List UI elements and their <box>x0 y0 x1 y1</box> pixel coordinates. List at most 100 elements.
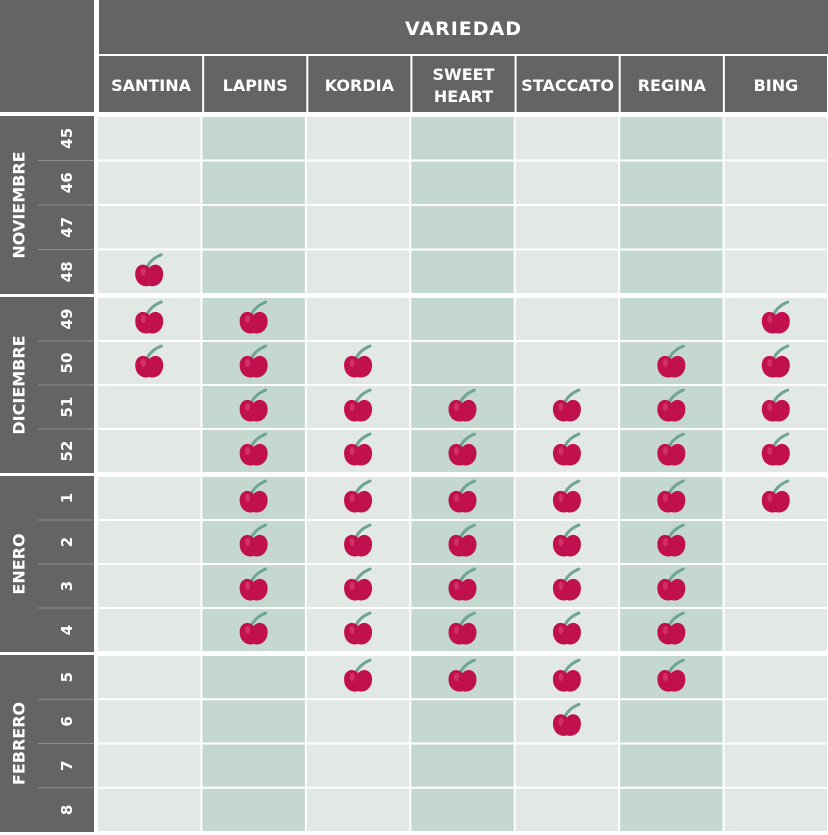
cherry-highlight <box>662 494 668 502</box>
grid-cell <box>724 250 827 293</box>
cherry-highlight <box>558 717 564 726</box>
cherry-body <box>135 264 164 287</box>
cherry-icon <box>657 523 686 557</box>
cherry-highlight <box>245 582 251 590</box>
cherry-stem <box>667 432 685 448</box>
month-label: FEBRERO <box>10 702 29 785</box>
cherry-highlight <box>140 359 146 367</box>
cherry-stem <box>354 658 372 674</box>
grid-cell <box>411 342 514 384</box>
cherry-stem <box>563 388 581 404</box>
cherry-icon <box>657 432 686 466</box>
cherry-icon <box>135 253 164 287</box>
cherry-highlight <box>662 359 668 367</box>
grid-cell <box>98 117 201 160</box>
header-variedad <box>99 0 828 54</box>
cherry-icon <box>552 432 581 466</box>
cherry-highlight <box>558 582 564 590</box>
month-label: NOVIEMBRE <box>10 151 29 258</box>
grid-cell <box>620 744 723 787</box>
cherry-body <box>448 534 477 557</box>
grid-cell <box>202 656 305 699</box>
cherry-body <box>344 443 373 466</box>
grid-cell <box>724 117 827 160</box>
cherry-stem <box>563 567 581 583</box>
cherry-highlight <box>349 494 355 502</box>
cherry-icon <box>552 479 581 513</box>
grid-cell <box>724 700 827 743</box>
week-label: 6 <box>58 716 76 726</box>
grid-cell <box>515 161 619 204</box>
cherry-highlight <box>349 359 355 367</box>
cherry-body <box>239 622 268 645</box>
cherry-body <box>552 578 581 601</box>
cherry-highlight <box>454 582 459 590</box>
grid-cell <box>306 700 410 743</box>
cherry-stem <box>459 567 476 583</box>
cherry-body <box>344 622 373 645</box>
cherry-stem <box>772 388 790 404</box>
cherry-body <box>344 399 373 422</box>
cherry-stem <box>459 432 476 448</box>
cherry-stem <box>772 300 790 316</box>
cherry-highlight <box>662 626 668 634</box>
cherry-highlight <box>454 447 459 455</box>
grid-cell <box>724 521 827 563</box>
grid-cell <box>411 700 514 743</box>
variety-header-label: SANTINA <box>111 76 192 95</box>
cherry-highlight <box>558 538 564 546</box>
cherry-body <box>448 399 477 422</box>
cherry-highlight <box>558 626 564 634</box>
cherry-body <box>344 578 373 601</box>
variety-header-cell <box>412 56 515 112</box>
grid-cell <box>202 250 305 293</box>
grid-cell <box>98 521 201 563</box>
cherry-body <box>135 311 164 334</box>
cherry-icon <box>239 567 268 601</box>
cherry-highlight <box>245 315 251 323</box>
grid-cell <box>411 298 514 340</box>
cherry-highlight <box>349 538 355 546</box>
cherry-icon <box>448 388 477 422</box>
cherry-icon <box>448 523 477 557</box>
cherry-body <box>657 399 686 422</box>
grid-cell <box>98 609 201 651</box>
header-variedad-label: VARIEDAD <box>405 18 522 40</box>
cherry-stem <box>772 344 790 360</box>
cherry-highlight <box>767 494 773 502</box>
grid-cell <box>306 206 410 249</box>
cherry-highlight <box>558 673 564 682</box>
cherry-highlight <box>767 447 773 455</box>
cherry-icon <box>552 567 581 601</box>
cherry-icon <box>239 388 268 422</box>
grid-cell <box>620 700 723 743</box>
cherry-stem <box>354 567 372 583</box>
grid-cell <box>98 565 201 607</box>
grid-cell <box>202 744 305 787</box>
variety-header-label: KORDIA <box>325 76 395 95</box>
grid-cell <box>411 161 514 204</box>
variety-header-cell <box>516 56 619 112</box>
cherry-body <box>657 578 686 601</box>
variety-header-cell <box>99 56 203 112</box>
cherry-stem <box>667 658 685 674</box>
cherry-highlight <box>245 494 251 502</box>
cherry-highlight <box>349 582 355 590</box>
cherry-stem <box>563 479 581 495</box>
grid-cell <box>98 386 201 428</box>
cherry-icon <box>657 567 686 601</box>
cherry-body <box>239 399 268 422</box>
cherry-highlight <box>767 403 773 411</box>
cherry-stem <box>145 300 163 316</box>
grid-cell <box>98 477 201 519</box>
cherry-icon <box>552 523 581 557</box>
cherry-stem <box>250 300 268 316</box>
week-label: 52 <box>58 441 76 462</box>
week-label: 8 <box>58 805 76 815</box>
cherry-body <box>239 578 268 601</box>
cherry-body <box>239 443 268 466</box>
cherry-stem <box>667 611 685 627</box>
cherry-stem <box>459 388 476 404</box>
week-label: 46 <box>58 172 76 193</box>
